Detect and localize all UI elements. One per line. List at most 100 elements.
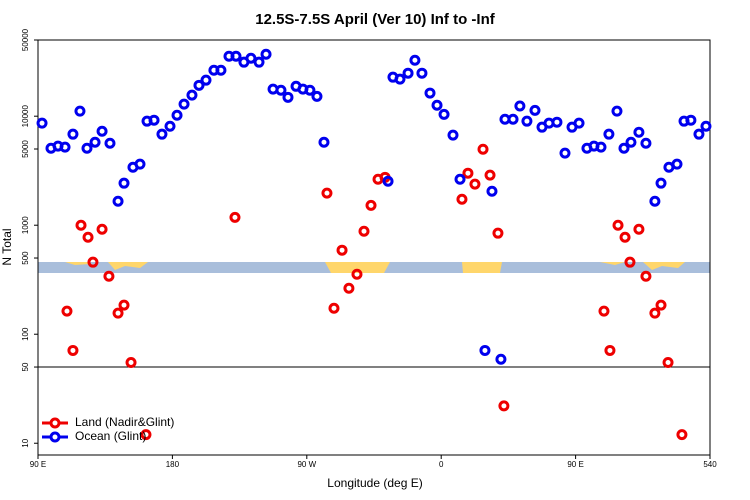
data-point (693, 128, 705, 140)
data-point (89, 136, 101, 148)
data-point (469, 178, 481, 190)
data-point (67, 344, 79, 356)
data-point (498, 400, 510, 412)
data-point (245, 52, 257, 64)
data-point (612, 219, 624, 231)
data-point (304, 84, 316, 96)
data-point (36, 117, 48, 129)
y-tick-label: 10 (21, 438, 30, 447)
data-point (625, 136, 637, 148)
data-point (618, 142, 630, 154)
data-point (171, 109, 183, 121)
y-tick-label: 5000 (21, 140, 30, 158)
data-point (495, 353, 507, 365)
data-point (402, 67, 414, 79)
data-point (640, 270, 652, 282)
data-point (676, 429, 688, 441)
data-point (462, 167, 474, 179)
legend-marker (49, 417, 61, 429)
data-point (61, 305, 73, 317)
data-point (624, 256, 636, 268)
x-tick-label: 180 (166, 460, 180, 469)
y-tick-label: 500 (21, 251, 30, 265)
data-point (140, 429, 152, 441)
data-point (164, 120, 176, 132)
data-point (275, 84, 287, 96)
data-point (134, 158, 146, 170)
data-point (321, 187, 333, 199)
data-point (416, 67, 428, 79)
data-point (492, 227, 504, 239)
data-point (365, 199, 377, 211)
data-point (74, 105, 86, 117)
data-point (82, 231, 94, 243)
data-point (655, 177, 667, 189)
y-tick-label: 50 (21, 362, 30, 371)
data-point (514, 100, 526, 112)
data-point (382, 175, 394, 187)
data-point (148, 114, 160, 126)
data-point (649, 195, 661, 207)
data-point (595, 141, 607, 153)
data-point (87, 256, 99, 268)
data-point (112, 307, 124, 319)
map-strip (38, 262, 710, 273)
data-point (431, 99, 443, 111)
data-point (230, 50, 242, 62)
data-point (282, 91, 294, 103)
data-point (456, 193, 468, 205)
data-point (655, 299, 667, 311)
data-point (640, 137, 652, 149)
data-point (486, 185, 498, 197)
data-point (619, 231, 631, 243)
data-point (351, 268, 363, 280)
y-tick-label: 10000 (21, 105, 30, 128)
data-point (598, 305, 610, 317)
data-point (633, 223, 645, 235)
data-point (318, 136, 330, 148)
data-point (438, 108, 450, 120)
data-point (604, 344, 616, 356)
data-point (229, 211, 241, 223)
legend-label: Ocean (Glint) (75, 429, 146, 443)
data-point (573, 117, 585, 129)
data-point (311, 90, 323, 102)
data-point (447, 129, 459, 141)
data-point (125, 357, 137, 369)
data-point (81, 142, 93, 154)
y-axis-label: N Total (0, 228, 14, 265)
x-tick-label: 90 W (297, 460, 316, 469)
data-point (103, 270, 115, 282)
legend-label: Land (Nadir&Glint) (75, 415, 174, 429)
data-point (685, 114, 697, 126)
y-tick-label: 50000 (21, 28, 30, 51)
y-tick-label: 100 (21, 327, 30, 341)
x-axis-label: Longitude (deg E) (327, 476, 422, 490)
data-point (394, 73, 406, 85)
data-point (253, 56, 265, 68)
data-point (336, 244, 348, 256)
data-point (477, 143, 489, 155)
plot-frame (37, 39, 711, 456)
data-point (193, 79, 205, 91)
data-point (328, 302, 340, 314)
x-tick-label: 540 (703, 460, 717, 469)
data-point (529, 104, 541, 116)
data-point (603, 128, 615, 140)
data-point (551, 116, 563, 128)
data-point (118, 177, 130, 189)
x-tick-label: 0 (439, 460, 444, 469)
data-point (424, 87, 436, 99)
y-tick-label: 1000 (21, 216, 30, 234)
data-point (156, 128, 168, 140)
data-point (186, 89, 198, 101)
data-point (59, 141, 71, 153)
data-point (649, 307, 661, 319)
chart-title: 12.5S-7.5S April (Ver 10) Inf to -Inf (255, 11, 496, 28)
data-point (633, 126, 645, 138)
data-point (700, 120, 712, 132)
legend-marker (49, 431, 61, 443)
data-point (662, 357, 674, 369)
data-point (358, 225, 370, 237)
